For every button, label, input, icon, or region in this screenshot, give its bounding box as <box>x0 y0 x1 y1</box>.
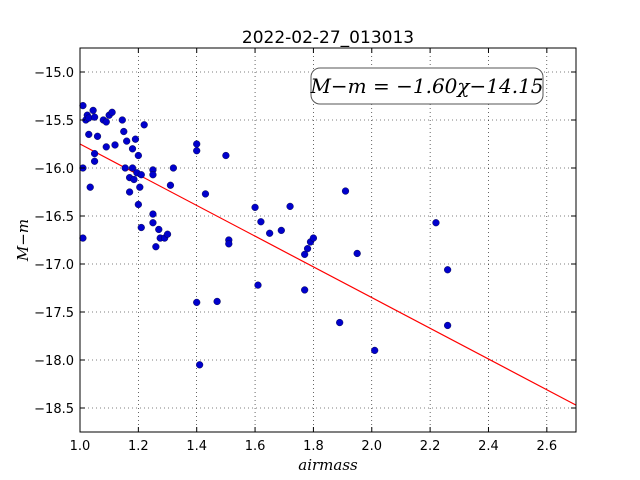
data-point <box>131 135 140 143</box>
data-point <box>286 202 294 211</box>
x-tick-label: 2.2 <box>420 439 441 454</box>
data-point <box>120 127 128 136</box>
data-point <box>130 175 138 184</box>
data-point <box>134 151 142 160</box>
y-tick-label: −18.0 <box>34 354 74 369</box>
fit-equation-frame <box>310 67 544 105</box>
data-point <box>102 118 110 126</box>
data-point <box>301 286 309 294</box>
data-point <box>432 219 440 227</box>
data-point <box>213 297 221 306</box>
data-point <box>90 150 99 158</box>
y-axis-label: M−m <box>14 219 32 262</box>
data-point <box>85 130 93 139</box>
data-point <box>149 219 157 227</box>
data-point <box>303 245 312 253</box>
data-point <box>149 171 157 179</box>
data-point <box>134 200 142 209</box>
x-tick-label: 1.4 <box>186 439 207 454</box>
data-point <box>86 183 94 191</box>
grid <box>79 48 576 432</box>
plot-frame <box>79 47 577 433</box>
x-tick-label: 2.6 <box>536 439 557 454</box>
data-point <box>79 101 87 110</box>
data-point <box>169 164 177 172</box>
data-point <box>102 143 110 151</box>
data-point <box>266 229 274 237</box>
data-point <box>166 181 175 189</box>
data-point <box>301 250 309 259</box>
data-point <box>193 140 201 148</box>
data-point <box>353 249 361 258</box>
data-point <box>126 188 134 196</box>
y-tick-label: −18.5 <box>34 402 74 417</box>
y-tick-label: −15.0 <box>34 66 74 81</box>
data-point <box>121 164 129 172</box>
data-point <box>152 243 160 251</box>
data-point <box>444 266 452 274</box>
data-point <box>79 234 87 242</box>
data-point <box>128 164 137 172</box>
data-point <box>257 218 265 226</box>
fit-equation-box: M−m = −1.60χ−14.15 <box>309 67 544 105</box>
x-tick-label: 1.6 <box>245 439 266 454</box>
data-point <box>137 171 145 179</box>
y-tick-label: −16.5 <box>34 210 74 225</box>
y-tick-label: −15.5 <box>34 114 74 129</box>
data-point <box>225 240 233 248</box>
x-tick-label: 1.0 <box>70 439 91 454</box>
data-point <box>193 298 201 307</box>
data-point <box>93 132 102 140</box>
x-tick-label: 1.2 <box>128 439 149 454</box>
data-point <box>111 141 119 149</box>
fit-line <box>79 143 577 406</box>
data-point <box>140 121 148 129</box>
data-point <box>90 157 99 165</box>
data-point <box>90 113 99 121</box>
data-point <box>149 210 157 218</box>
x-tick-label: 2.0 <box>361 439 382 454</box>
data-point <box>222 151 230 160</box>
data-points <box>79 101 452 369</box>
x-tick-label: 1.8 <box>303 439 324 454</box>
data-point <box>341 187 350 195</box>
data-point <box>123 137 131 145</box>
data-point <box>251 203 259 211</box>
data-point <box>118 116 126 124</box>
axis-ticks: 1.0 1.2 1.4 1.6 1.8 2.0 2.2 2.4 2.6 −15.0 −15.5 −16… <box>34 48 576 454</box>
data-point <box>371 346 379 355</box>
chart-title: 2022-02-27_013013 <box>242 28 414 48</box>
data-point <box>444 321 452 330</box>
y-tick-label: −17.5 <box>34 306 74 321</box>
data-point <box>193 147 201 155</box>
data-point <box>108 108 116 116</box>
data-point <box>163 230 172 238</box>
data-point <box>137 223 145 232</box>
y-tick-label: −16.0 <box>34 162 74 177</box>
data-point <box>136 183 144 191</box>
fit-equation-text: M−m = −1.60χ−14.15 <box>309 74 543 98</box>
fit-line-layer <box>79 143 577 406</box>
y-tick-label: −17.0 <box>34 258 74 273</box>
data-point <box>254 281 262 289</box>
data-point <box>155 225 163 234</box>
data-point <box>309 234 318 242</box>
data-point <box>196 361 204 369</box>
x-tick-label: 2.4 <box>478 439 499 454</box>
data-point <box>277 226 285 235</box>
data-point <box>201 190 210 198</box>
data-point <box>89 106 97 115</box>
x-axis-label: airmass <box>298 456 358 474</box>
data-point <box>128 145 137 153</box>
data-point <box>336 318 344 327</box>
